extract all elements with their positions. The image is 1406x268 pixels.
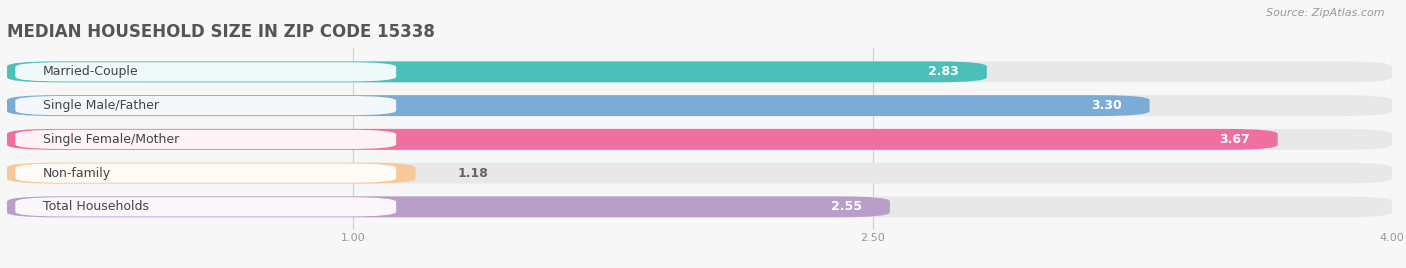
FancyBboxPatch shape: [15, 163, 396, 183]
FancyBboxPatch shape: [7, 61, 987, 82]
FancyBboxPatch shape: [7, 61, 1392, 82]
Text: 3.30: 3.30: [1091, 99, 1122, 112]
FancyBboxPatch shape: [7, 129, 1392, 150]
FancyBboxPatch shape: [7, 95, 1150, 116]
Text: 2.55: 2.55: [831, 200, 862, 213]
FancyBboxPatch shape: [7, 196, 1392, 217]
FancyBboxPatch shape: [15, 130, 396, 149]
Text: Married-Couple: Married-Couple: [44, 65, 139, 78]
Text: 2.83: 2.83: [928, 65, 959, 78]
FancyBboxPatch shape: [7, 129, 1278, 150]
Text: Total Households: Total Households: [44, 200, 149, 213]
Text: Source: ZipAtlas.com: Source: ZipAtlas.com: [1267, 8, 1385, 18]
FancyBboxPatch shape: [15, 197, 396, 217]
Text: MEDIAN HOUSEHOLD SIZE IN ZIP CODE 15338: MEDIAN HOUSEHOLD SIZE IN ZIP CODE 15338: [7, 23, 434, 41]
FancyBboxPatch shape: [15, 62, 396, 81]
FancyBboxPatch shape: [7, 95, 1392, 116]
FancyBboxPatch shape: [7, 163, 1392, 184]
Text: Single Male/Father: Single Male/Father: [44, 99, 159, 112]
FancyBboxPatch shape: [15, 96, 396, 115]
Text: Non-family: Non-family: [44, 167, 111, 180]
Text: 1.18: 1.18: [457, 167, 488, 180]
FancyBboxPatch shape: [7, 196, 890, 217]
Text: Single Female/Mother: Single Female/Mother: [44, 133, 180, 146]
FancyBboxPatch shape: [7, 163, 416, 184]
Text: 3.67: 3.67: [1219, 133, 1250, 146]
